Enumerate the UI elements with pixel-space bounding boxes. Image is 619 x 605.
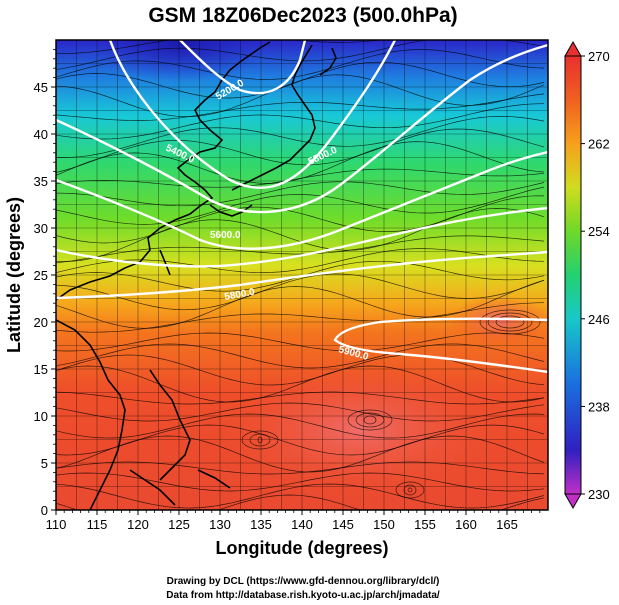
streamline-eddy: [257, 436, 263, 444]
x-tick-label: 120: [127, 517, 149, 532]
streamline: [56, 343, 545, 369]
streamline: [56, 116, 545, 158]
contour-label: 5800.0: [224, 287, 256, 303]
y-tick-label: 30: [34, 221, 48, 236]
y-tick-label: 45: [34, 80, 48, 95]
streamline-eddy: [363, 415, 377, 425]
streamline: [56, 413, 545, 439]
colorbar-tick-label: 262: [588, 137, 610, 152]
x-tick-label: 160: [455, 517, 477, 532]
streamline: [56, 128, 545, 173]
streamline-eddy: [355, 412, 385, 428]
y-tick-label: 15: [34, 362, 48, 377]
warm-core: [210, 360, 510, 500]
colorbar: 230 238 246 254 262 270: [564, 40, 610, 510]
colorbar-tick-label: 238: [588, 399, 610, 414]
streamline: [56, 74, 545, 117]
streamline-eddy: [403, 484, 417, 496]
streamline-eddy: [487, 312, 533, 332]
streamline: [56, 49, 545, 80]
y-tick-label: 0: [41, 503, 48, 518]
streamline: [56, 402, 545, 422]
cold-core: [90, 40, 270, 82]
streamline: [56, 483, 545, 509]
x-tick-label: 135: [250, 517, 272, 532]
y-tick-label: 20: [34, 315, 48, 330]
x-tick-label: 130: [209, 517, 231, 532]
x-tick-label: 140: [291, 517, 313, 532]
x-tick-label: 125: [168, 517, 190, 532]
streamline: [56, 248, 545, 273]
streamline: [56, 186, 545, 225]
x-tick-label: 110: [46, 517, 67, 532]
streamline: [56, 168, 545, 188]
streamline: [56, 332, 545, 352]
y-tick-label: 35: [34, 174, 48, 189]
streamline: [56, 494, 545, 510]
colorbar-ticks: 230 238 246 254 262 270: [581, 49, 610, 502]
y-tick-label: 10: [34, 409, 48, 424]
streamline: [56, 93, 545, 121]
x-tick-label: 150: [373, 517, 395, 532]
x-tick-label: 145: [332, 517, 354, 532]
streamline: [56, 302, 545, 333]
streamline: [56, 235, 545, 264]
y-tick-label: 25: [34, 268, 48, 283]
streamline: [56, 365, 545, 403]
colorbar-tick-label: 230: [588, 487, 610, 502]
colorbar-body: [564, 55, 582, 495]
colorbar-bottom-arrow: [564, 493, 582, 510]
contour-label: 5600.0: [210, 230, 241, 241]
height-contours: [56, 40, 548, 374]
streamline-eddy: [249, 433, 271, 447]
colorbar-tick-label: 270: [588, 49, 610, 64]
streamline: [56, 208, 545, 262]
credit-line-2: Data from http://database.rish.kyoto-u.a…: [166, 590, 440, 601]
streamline: [56, 181, 545, 207]
map-title: GSM 18Z06Dec2023 (500.0hPa): [148, 4, 457, 27]
coastlines: [56, 41, 337, 510]
streamline: [56, 354, 545, 386]
streamline-eddy: [407, 487, 413, 493]
colorbar-tick-label: 254: [588, 224, 610, 239]
y-tick-label: 5: [41, 456, 48, 471]
streamline-eddy: [347, 409, 393, 431]
x-axis-label: Longitude (degrees): [215, 538, 388, 558]
y-axis: 0 5 10 15 20 25 30 35 40 45: [34, 49, 56, 518]
streamline-eddy: [479, 309, 541, 335]
x-tick-label: 165: [496, 517, 518, 532]
streamline: [56, 103, 545, 140]
streamline: [56, 273, 545, 311]
streamline: [56, 435, 545, 473]
streamline: [56, 391, 545, 405]
y-tick-label: 40: [34, 127, 48, 142]
x-tick-label: 115: [87, 517, 108, 532]
colorbar-top-arrow: [564, 40, 582, 57]
streamline-eddy: [395, 481, 425, 499]
x-axis: 110 115 120 125 130 135 140 145 150 155 160 165: [46, 510, 541, 532]
streamline-eddy: [241, 430, 279, 450]
plot-area: 5200.0 5400.0 5600.0 5800.0 5800.0 5900.…: [56, 40, 548, 510]
x-tick-label: 155: [414, 517, 436, 532]
streamline: [56, 461, 545, 475]
y-axis-label: Latitude (degrees): [4, 197, 24, 353]
streamline: [56, 472, 545, 492]
streamline-eddy: [495, 315, 525, 329]
colorbar-tick-label: 246: [588, 312, 610, 327]
credit-line-1: Drawing by DCL (https://www.gfd-dennou.o…: [167, 576, 440, 587]
